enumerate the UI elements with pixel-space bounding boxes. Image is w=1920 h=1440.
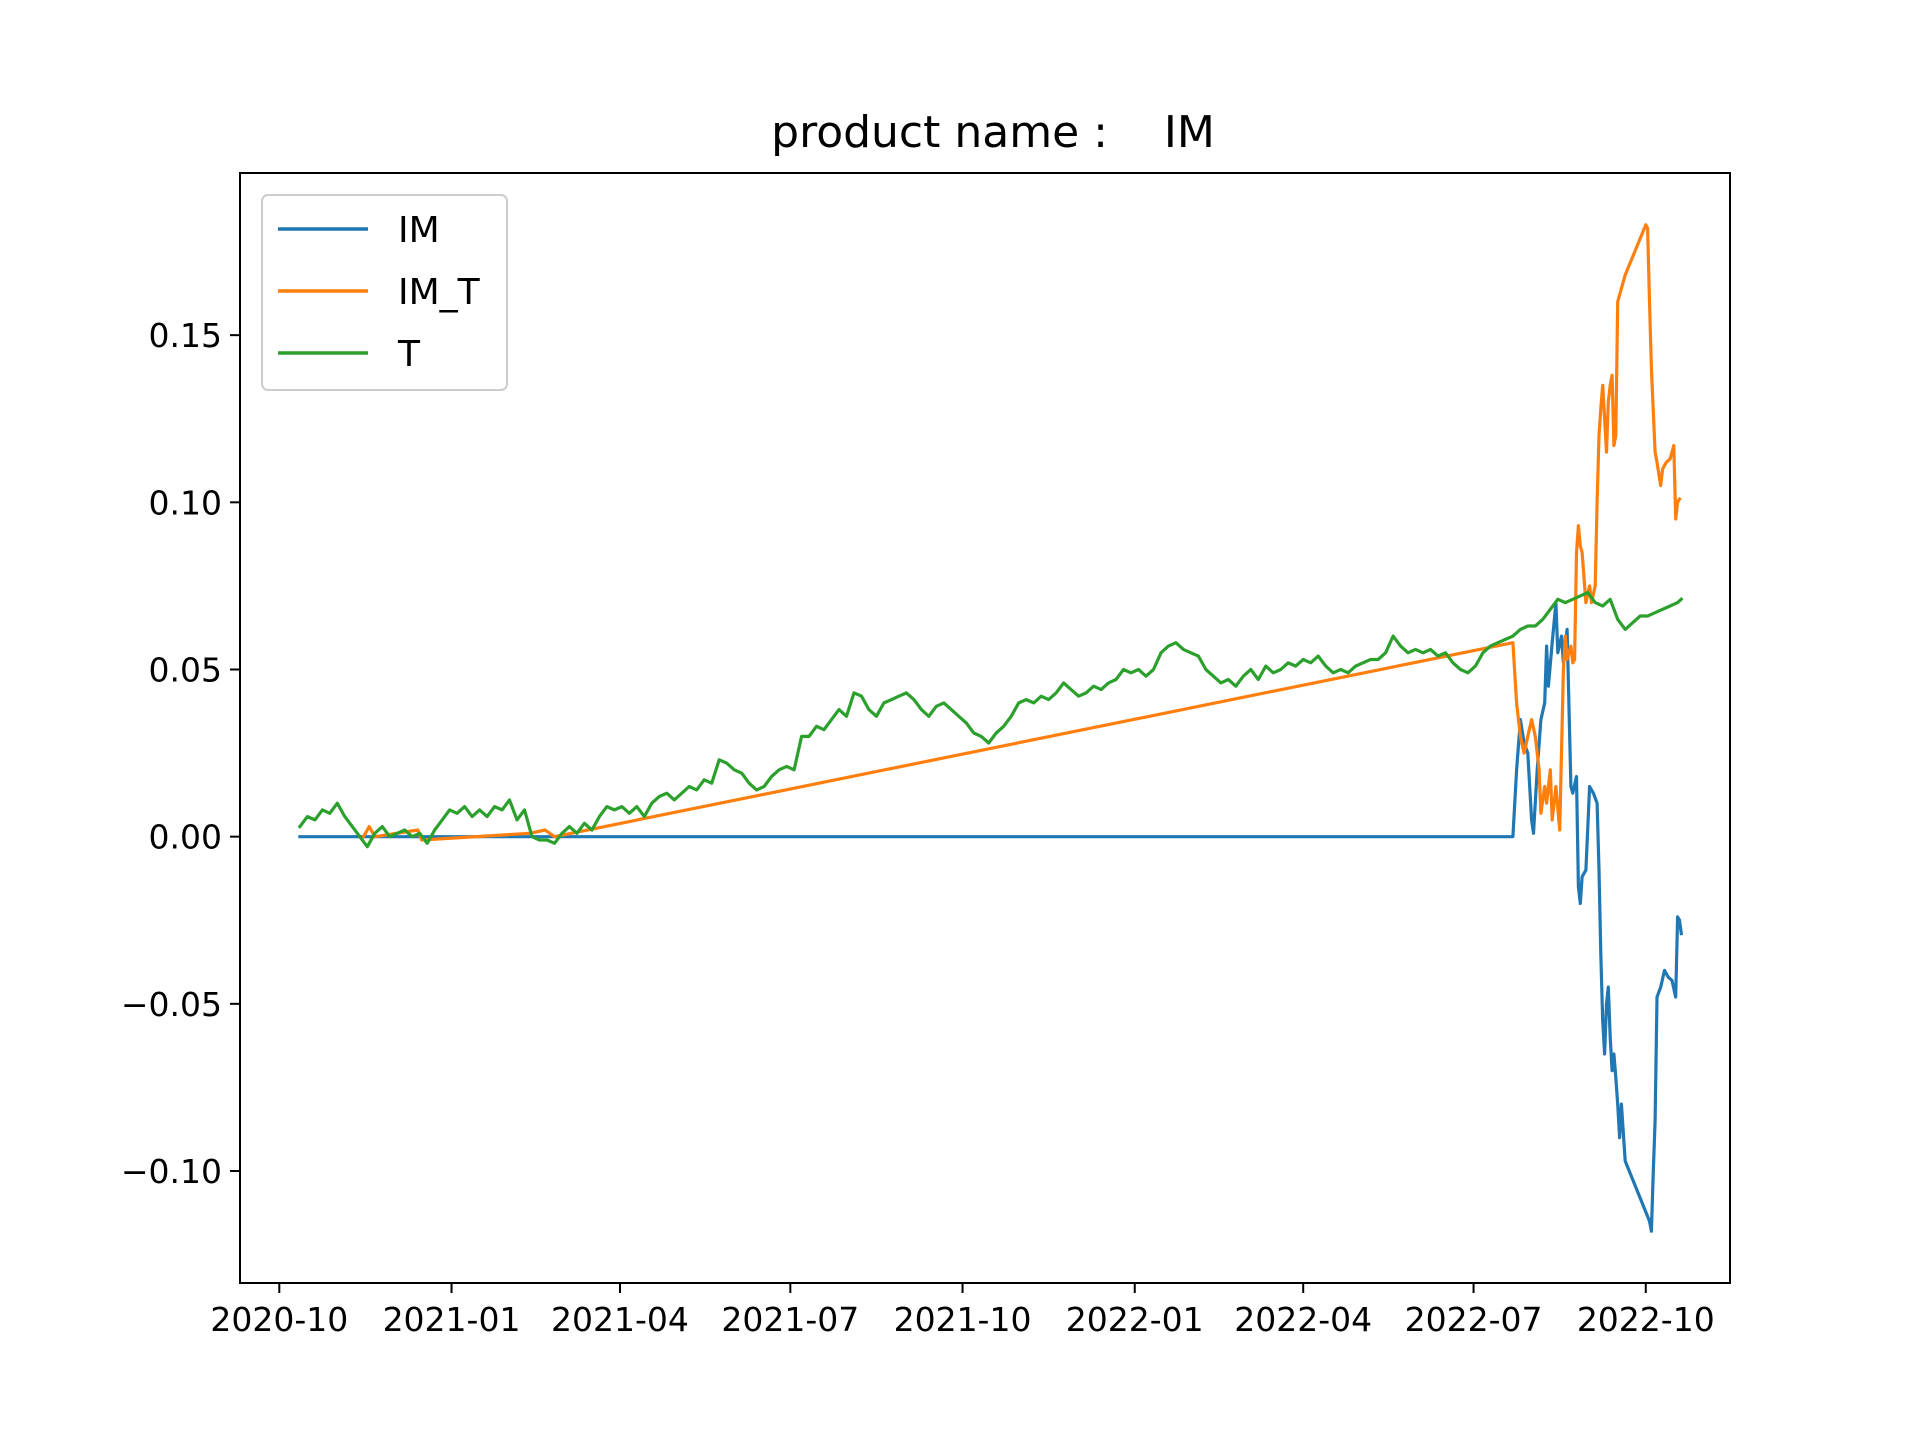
- x-axis: 2020-10 2021-01 2021-04 2021-07 2021-10 2022-…: [210, 1283, 1715, 1339]
- y-tick-label: −0.05: [121, 985, 222, 1024]
- y-axis: −0.10 −0.05 0.00 0.05 0.10 0.15: [121, 316, 240, 1191]
- y-tick-label: 0.00: [149, 818, 222, 857]
- y-tick-label: −0.10: [121, 1152, 222, 1191]
- x-tick-label: 2022-04: [1234, 1300, 1372, 1339]
- series-line-im-t: [361, 223, 1682, 842]
- series-line-im: [298, 600, 1684, 1233]
- x-tick-label: 2021-10: [894, 1300, 1032, 1339]
- plot-frame: [239, 172, 1731, 1284]
- legend-label: T: [397, 334, 421, 375]
- chart-title: product name : IM: [771, 107, 1215, 158]
- series-layer: [297, 223, 1684, 1233]
- x-tick-label: 2021-01: [383, 1300, 521, 1339]
- legend-label: IM_T: [398, 272, 481, 313]
- series-line-t: [297, 590, 1684, 849]
- x-tick-label: 2021-07: [721, 1300, 859, 1339]
- x-tick-label: 2021-04: [551, 1300, 689, 1339]
- legend-label: IM: [398, 210, 440, 251]
- y-tick-label: 0.05: [149, 650, 222, 689]
- y-tick-label: 0.10: [149, 483, 222, 522]
- x-tick-label: 2022-10: [1577, 1300, 1715, 1339]
- legend: IM IM_T T: [261, 194, 508, 391]
- legend-box: [261, 194, 508, 391]
- x-tick-label: 2022-01: [1066, 1300, 1204, 1339]
- x-tick-label: 2020-10: [210, 1300, 348, 1339]
- y-tick-label: 0.15: [149, 316, 222, 355]
- x-tick-label: 2022-07: [1405, 1300, 1543, 1339]
